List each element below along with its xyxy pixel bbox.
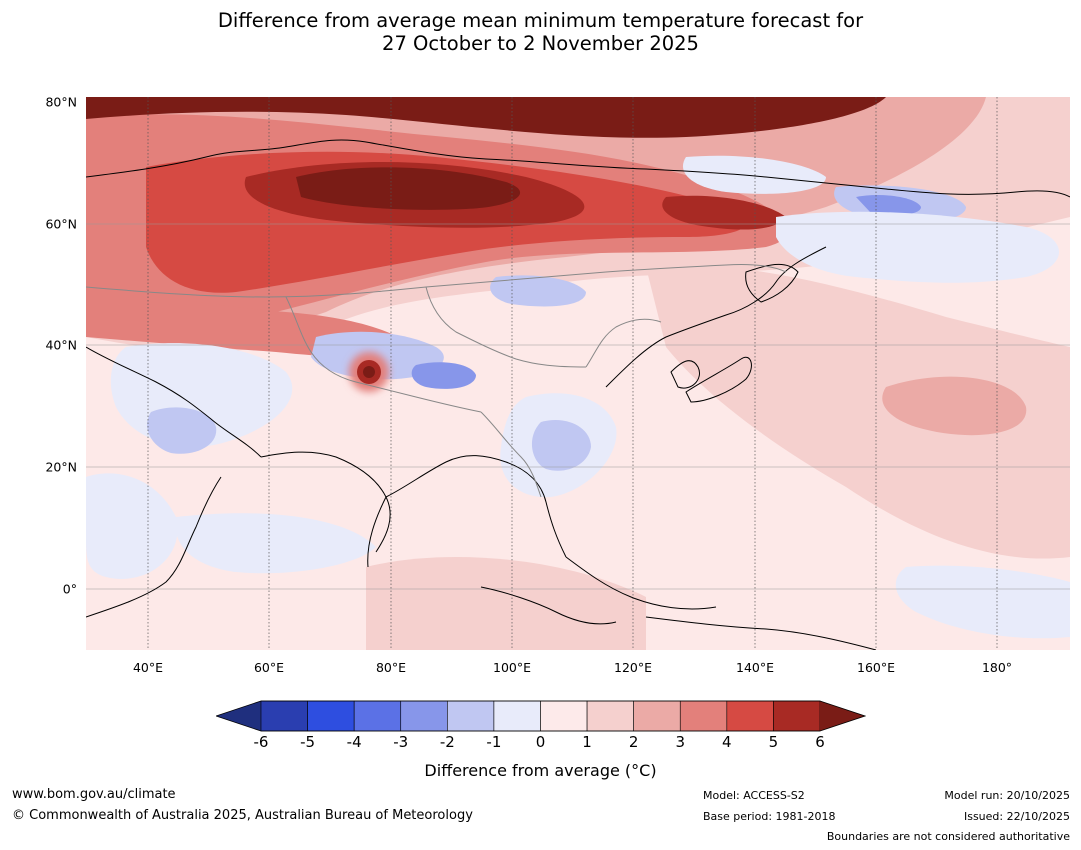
anomaly-map[interactable] xyxy=(86,97,1070,650)
pacific-warm-core xyxy=(882,376,1027,436)
lat-label-20n: 20°N xyxy=(45,459,77,475)
colorbar-tick-label: 4 xyxy=(722,733,732,751)
colorbar-cell xyxy=(633,700,681,732)
country-boundaries xyxy=(86,264,787,498)
colorbar-cell xyxy=(586,700,634,732)
indonesia-warm-region xyxy=(366,557,646,650)
lat-label-80n: 80°N xyxy=(45,94,77,110)
footer-issued: Issued: 22/10/2025 xyxy=(963,810,1070,823)
lon-label-40e: 40°E xyxy=(132,660,164,675)
lat-label-60n: 60°N xyxy=(45,216,77,232)
colorbar-tick-label: 3 xyxy=(675,733,686,751)
colorbar-tick-label: 2 xyxy=(628,733,639,751)
colorbar-tick-label: -6 xyxy=(253,733,269,751)
colorbar-tick-label: 1 xyxy=(582,733,592,751)
footer-copyright: © Commonwealth of Australia 2025, Austra… xyxy=(12,808,473,823)
colorbar-cell xyxy=(679,700,728,732)
footer-base-period: Base period: 1981-2018 xyxy=(703,810,836,823)
anomaly-fields xyxy=(86,97,1070,650)
russia-extreme-warm xyxy=(296,167,521,210)
siberia-warm-patch xyxy=(662,195,786,230)
lat-label-0: 0° xyxy=(62,581,77,597)
colorbar-tick-label: -2 xyxy=(439,733,455,751)
colorbar-cell xyxy=(773,700,821,732)
footer-disclaimer: Boundaries are not considered authoritat… xyxy=(826,830,1070,843)
lon-label-60e: 60°E xyxy=(253,660,285,675)
colorbar-cell xyxy=(540,700,588,732)
colorbar xyxy=(216,700,866,732)
footer-model: Model: ACCESS-S2 xyxy=(703,789,805,802)
colorbar-cell xyxy=(726,700,774,732)
colorbar-tick-label: -3 xyxy=(393,733,409,751)
colorbar-extend-high xyxy=(820,701,865,731)
colorbar-label: Difference from average (°C) xyxy=(424,761,657,780)
mongolia-cool xyxy=(490,275,586,307)
latitude-lines xyxy=(86,223,1070,590)
lon-label-140e: 140°E xyxy=(735,660,775,675)
colorbar-cell xyxy=(353,700,402,732)
colorbar-cells xyxy=(260,700,821,732)
lon-label-100e: 100°E xyxy=(492,660,532,675)
lon-label-80e: 80°E xyxy=(375,660,407,675)
east-siberia-cool-outer xyxy=(682,155,826,194)
tibet-cool-core xyxy=(411,362,476,389)
colorbar-cell xyxy=(493,700,541,732)
kamchatka-cool-core xyxy=(856,195,921,215)
colorbar-tick-label: 6 xyxy=(815,733,825,751)
coastlines xyxy=(86,139,1070,650)
africa-cool xyxy=(86,473,178,579)
title-line-1: Difference from average mean minimum tem… xyxy=(217,9,864,32)
colorbar-extend-low xyxy=(216,701,261,731)
title-line-2: 27 October to 2 November 2025 xyxy=(382,32,699,55)
footer-website[interactable]: www.bom.gov.au/climate xyxy=(12,787,176,802)
tibet-hotspot-core xyxy=(363,366,375,378)
colorbar-cell xyxy=(447,700,495,732)
south-china-cool-core xyxy=(531,419,591,471)
pacific-warm-region xyxy=(646,265,1070,559)
colorbar-tick-label: 5 xyxy=(768,733,779,751)
arabia-cool-core xyxy=(147,407,217,454)
colorbar-tick-label: -1 xyxy=(486,733,502,751)
colorbar-cell xyxy=(260,700,308,732)
graticule xyxy=(147,97,998,650)
arabian-sea-cool xyxy=(175,513,376,574)
lon-label-160e: 160°E xyxy=(856,660,896,675)
colorbar-outline xyxy=(216,700,866,732)
lon-label-180: 180° xyxy=(981,660,1013,675)
lat-label-40n: 40°N xyxy=(45,337,77,353)
lon-label-120e: 120°E xyxy=(613,660,653,675)
colorbar-tick-label: -5 xyxy=(300,733,316,751)
bering-cool-outer xyxy=(776,211,1059,283)
colorbar-tick-label: -4 xyxy=(346,733,362,751)
colorbar-tick-label: 0 xyxy=(535,733,546,751)
footer-model-run: Model run: 20/10/2025 xyxy=(944,789,1070,802)
colorbar-cell xyxy=(400,700,448,732)
arctic-extreme-warm xyxy=(86,97,886,138)
colorbar-cell xyxy=(307,700,355,732)
south-pacific-cool xyxy=(895,565,1070,639)
map-title: Difference from average mean minimum tem… xyxy=(0,9,1081,55)
